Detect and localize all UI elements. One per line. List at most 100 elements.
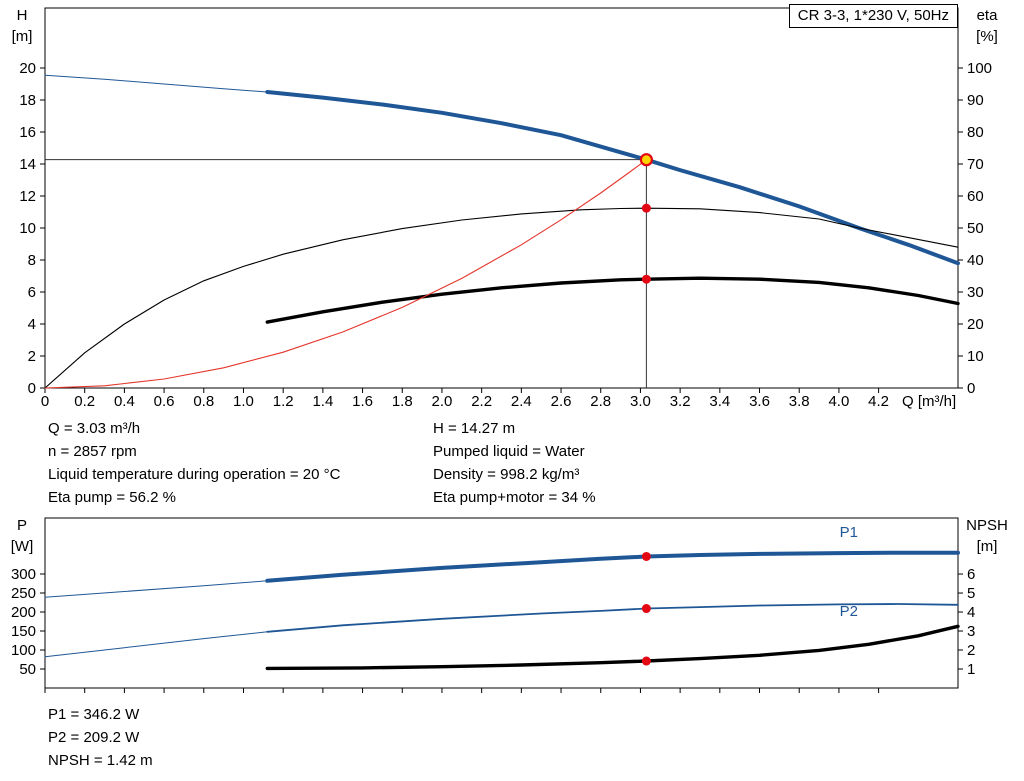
p1-point-marker — [641, 551, 651, 561]
duty-flow-text: Q = 3.03 m³/h — [48, 420, 141, 437]
y-left-tick-label: 150 — [11, 623, 36, 640]
density-text: Density = 998.2 kg/m³ — [433, 466, 580, 483]
pump-model-box: CR 3-3, 1*230 V, 50Hz — [788, 4, 958, 28]
pump-model-label: CR 3-3, 1*230 V, 50Hz — [797, 7, 949, 24]
x-tick-label: 1.0 — [233, 393, 254, 410]
duty-head-text: H = 14.27 m — [433, 420, 516, 437]
npsh-text: NPSH = 1.42 m — [48, 752, 153, 769]
power-npsh-chart: 50 100 150 200 250 300 1 2 3 4 5 6 P [W] NPSH [m] P1 P2 — [11, 517, 1008, 693]
x-tick-label: 0.6 — [154, 393, 175, 410]
y-right-axis-title: [m] — [977, 538, 998, 555]
y-left-tick-label: 100 — [11, 642, 36, 659]
x-tick-label: 0.4 — [114, 393, 135, 410]
x-tick-label: 3.0 — [630, 393, 651, 410]
y-left-tick-label: 12 — [19, 188, 36, 205]
eta-pump-motor-curve — [265, 276, 960, 324]
y-left-tick-label: 4 — [28, 316, 36, 333]
p2-point-marker — [641, 604, 651, 614]
x-tick-label: 2.2 — [471, 393, 492, 410]
y-left-tick-label: 0 — [28, 380, 36, 397]
x-tick-label: 2.4 — [511, 393, 532, 410]
x-axis-title: Q [m³/h] — [902, 393, 956, 410]
y-left-tick-label: 20 — [19, 60, 36, 77]
eta-pump-text: Eta pump = 56.2 % — [48, 489, 176, 506]
y-right-tick-label: 5 — [967, 585, 975, 602]
head-curve-extension — [44, 74, 268, 93]
y-right-tick-label: 80 — [967, 124, 984, 141]
y-right-tick-label: 70 — [967, 156, 984, 173]
x-tick-label: 3.4 — [709, 393, 730, 410]
operating-data-right: H = 14.27 m Pumped liquid = Water Densit… — [433, 417, 596, 509]
y-right-tick-label: 3 — [967, 623, 975, 640]
y-right-tick-label: 2 — [967, 642, 975, 659]
x-tick-label: 1.6 — [352, 393, 373, 410]
duty-point-marker — [639, 153, 653, 167]
x-tick-label: 1.8 — [392, 393, 413, 410]
hq-eta-chart: 0 0.2 0.4 0.6 0.8 1.0 1.2 1.4 1.6 1.8 2.0 2.2 2.4 2.6… — [12, 7, 999, 410]
head-curve — [265, 90, 960, 266]
x-tick-label: 0.2 — [74, 393, 95, 410]
speed-text: n = 2857 rpm — [48, 443, 137, 460]
x-tick-label: 2.6 — [551, 393, 572, 410]
y-left-tick-label: 14 — [19, 156, 36, 173]
y-right-axis-title: eta — [977, 7, 999, 24]
y-left-tick-label: 250 — [11, 585, 36, 602]
y-left-tick-label: 200 — [11, 604, 36, 621]
power-data-block: P1 = 346.2 W P2 = 209.2 W NPSH = 1.42 m — [48, 703, 153, 772]
y-right-tick-label: 40 — [967, 252, 984, 269]
curve-label-p1: P1 — [840, 524, 858, 541]
y-left-axis-title: [W] — [11, 538, 34, 555]
npsh-point-marker — [641, 656, 651, 666]
y-left-tick-label: 10 — [19, 220, 36, 237]
operating-data-left: Q = 3.03 m³/h n = 2857 rpm Liquid temper… — [48, 417, 340, 509]
p2-curve-extension — [44, 631, 268, 658]
eta-pump-motor-point-marker — [641, 274, 651, 284]
npsh-curve — [265, 624, 960, 671]
x-tick-label: 0.8 — [193, 393, 214, 410]
y-right-tick-label: 20 — [967, 316, 984, 333]
p1-power-text: P1 = 346.2 W — [48, 706, 140, 723]
y-left-tick-label: 2 — [28, 348, 36, 365]
x-tick-label: 2.8 — [590, 393, 611, 410]
y-left-tick-label: 8 — [28, 252, 36, 269]
liquid-temperature-text: Liquid temperature during operation = 20… — [48, 466, 341, 483]
y-left-tick-label: 6 — [28, 284, 36, 301]
p1-curve-extension — [44, 580, 268, 598]
eta-pump-motor-text: Eta pump+motor = 34 % — [433, 489, 596, 506]
x-tick-label: 4.2 — [868, 393, 889, 410]
x-tick-label: 4.0 — [828, 393, 849, 410]
y-right-tick-label: 0 — [967, 380, 975, 397]
y-left-tick-label: 18 — [19, 92, 36, 109]
y-right-tick-label: 1 — [967, 661, 975, 678]
x-tick-label: 3.2 — [670, 393, 691, 410]
y-left-tick-label: 300 — [11, 566, 36, 583]
x-tick-label: 0 — [41, 393, 49, 410]
eta-pump-point-marker — [641, 203, 651, 213]
p2-power-text: P2 = 209.2 W — [48, 729, 140, 746]
x-tick-label: 1.2 — [273, 393, 294, 410]
curve-label-p2: P2 — [840, 603, 858, 620]
x-tick-label: 2.0 — [432, 393, 453, 410]
y-left-tick-label: 16 — [19, 124, 36, 141]
y-right-tick-label: 30 — [967, 284, 984, 301]
y-right-tick-label: 4 — [967, 604, 975, 621]
plot-frame — [44, 517, 959, 689]
p1-curve — [265, 550, 960, 583]
pumped-liquid-text: Pumped liquid = Water — [433, 443, 585, 460]
y-left-axis-title: H — [17, 7, 28, 24]
y-left-tick-label: 50 — [19, 661, 36, 678]
y-right-tick-label: 90 — [967, 92, 984, 109]
y-right-axis-title: NPSH — [966, 517, 1008, 534]
plot-frame — [44, 7, 959, 389]
y-right-axis-title: [%] — [976, 28, 998, 45]
y-left-axis-title: P — [17, 517, 27, 534]
eta-pump-curve — [44, 207, 959, 389]
y-right-tick-label: 60 — [967, 188, 984, 205]
y-right-tick-label: 6 — [967, 566, 975, 583]
y-right-tick-label: 100 — [967, 60, 992, 77]
y-right-tick-label: 50 — [967, 220, 984, 237]
x-tick-label: 1.4 — [312, 393, 333, 410]
x-tick-label: 3.8 — [789, 393, 810, 410]
